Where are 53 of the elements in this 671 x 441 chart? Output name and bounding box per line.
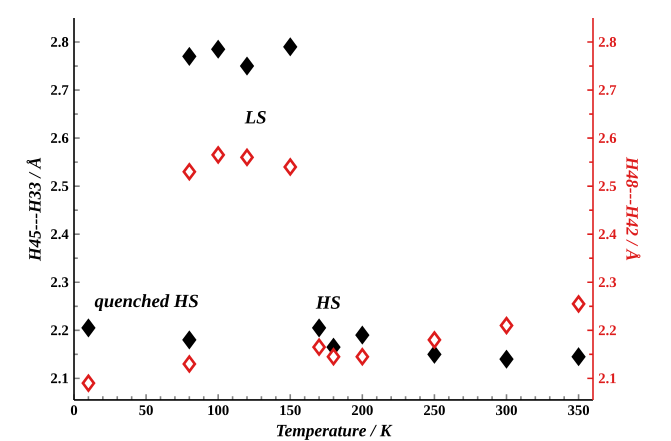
point <box>240 57 254 75</box>
point <box>428 346 442 364</box>
x-tick-label: 50 <box>139 405 153 416</box>
point <box>572 295 586 313</box>
annotation: HS <box>316 296 340 309</box>
point <box>240 148 254 166</box>
point <box>428 331 442 349</box>
y2-tick-label: 2.8 <box>598 37 616 47</box>
y-tick-label: 2.3 <box>51 277 68 288</box>
y-tick-label: 2.8 <box>51 37 68 47</box>
y2-tick-label: 2.6 <box>598 133 616 144</box>
point <box>312 338 326 356</box>
point <box>500 316 514 334</box>
x-tick-label: 0 <box>70 405 78 416</box>
y-tick-label: 2.1 <box>51 373 68 384</box>
y-tick-label: 2.5 <box>51 181 68 192</box>
point <box>312 319 326 337</box>
x-tick-label: 100 <box>208 405 229 416</box>
y-tick-label: 2.6 <box>51 133 68 144</box>
point <box>326 348 340 366</box>
point <box>356 348 370 366</box>
y2-axis-title: H48---H42 / Å <box>626 156 640 260</box>
y2-tick-label: 2.5 <box>598 181 616 192</box>
x-tick-label: 250 <box>424 405 445 416</box>
point <box>182 48 196 66</box>
y2-tick-label: 2.4 <box>598 229 616 240</box>
y-tick-label: 2.2 <box>51 325 68 336</box>
y-axis-title: H45---H33 / Å <box>26 158 41 262</box>
point <box>500 350 514 368</box>
point <box>182 163 196 180</box>
point <box>182 331 196 349</box>
x-tick-label: 150 <box>280 405 301 416</box>
x-axis-title: Temperature / K <box>276 424 392 440</box>
x-tick-label: 200 <box>352 405 373 416</box>
y2-tick-label: 2.3 <box>598 277 616 288</box>
point <box>572 348 586 366</box>
point <box>283 158 298 176</box>
point <box>82 374 96 392</box>
point <box>283 38 298 56</box>
x-tick-label: 300 <box>496 405 517 416</box>
y2-tick-label: 2.1 <box>598 373 616 384</box>
x-tick-label: 350 <box>568 405 590 416</box>
point <box>182 355 196 373</box>
y-tick-label: 2.7 <box>51 85 68 96</box>
annotation: LS <box>244 111 266 124</box>
y-tick-label: 2.4 <box>51 229 68 240</box>
point <box>356 326 370 344</box>
y2-tick-label: 2.7 <box>598 85 616 96</box>
point <box>211 146 226 164</box>
point <box>211 40 226 58</box>
y2-tick-label: 2.2 <box>598 325 616 336</box>
point <box>82 319 96 337</box>
annotation: quenched HS <box>94 294 198 312</box>
